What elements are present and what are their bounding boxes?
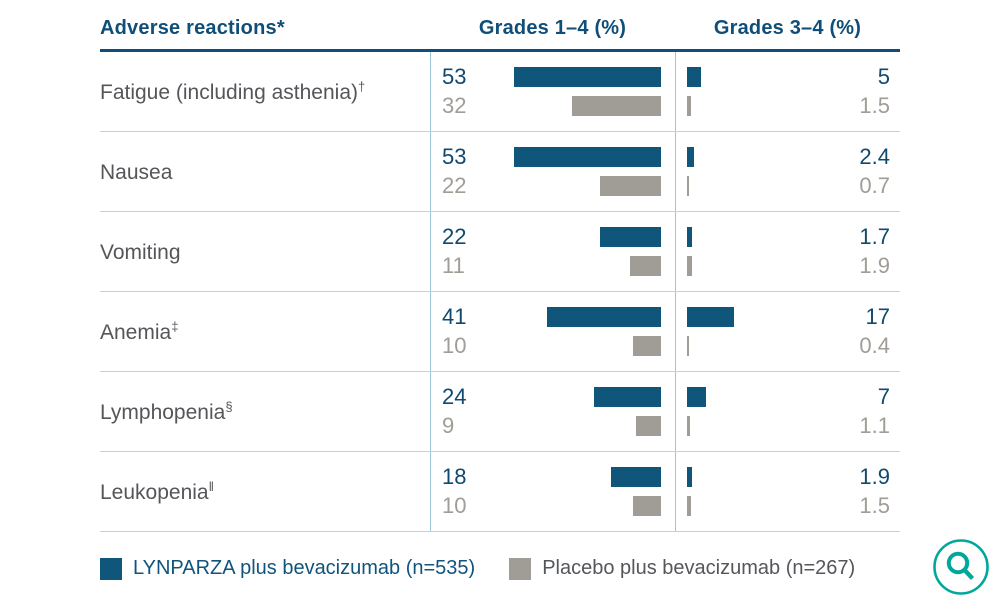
grades34-placebo-value: 0.4 <box>859 333 890 358</box>
reaction-label: Fatigue (including asthenia)† <box>100 78 366 104</box>
footnote-marker: ‖ <box>208 478 214 494</box>
grades34-lynparza-value: 7 <box>877 384 890 409</box>
footnote-marker: ‡ <box>171 318 179 334</box>
grades-3-4-cell: 1.9 1.5 <box>675 452 900 531</box>
grades-3-4-cell: 5 1.5 <box>675 52 900 131</box>
grades34-lynparza-value: 2.4 <box>859 144 890 169</box>
grades34-lynparza-bar <box>687 307 735 327</box>
table-row: Lymphopenia§ 24 9 7 1.1 <box>100 372 900 452</box>
grades34-placebo-bar <box>687 176 689 196</box>
grades34-lynparza-value: 1.7 <box>859 224 890 249</box>
grades14-placebo-value: 22 <box>442 173 467 198</box>
grades14-placebo-value: 10 <box>442 333 467 358</box>
grades34-lynparza-bar <box>687 147 694 167</box>
grades34-lynparza-value: 1.9 <box>859 464 890 489</box>
table-row: Leukopenia‖ 18 10 1.9 1.5 <box>100 452 900 532</box>
grades-3-4-cell: 1.7 1.9 <box>675 212 900 291</box>
grades14-placebo-bar <box>633 496 661 516</box>
grades-1-4-cell: 22 11 <box>430 212 675 291</box>
grades34-lynparza-bar <box>687 387 707 407</box>
grades14-lynparza-bar <box>547 307 661 327</box>
grades14-lynparza-value: 22 <box>442 224 467 249</box>
grades14-placebo-bar <box>635 416 661 436</box>
table-header-row: Adverse reactions* Grades 1–4 (%) Grades… <box>100 0 900 52</box>
grades14-lynparza-value: 53 <box>442 64 467 89</box>
grades34-placebo-bar <box>687 496 692 516</box>
grades14-placebo-bar <box>599 176 661 196</box>
grades14-placebo-value: 32 <box>442 93 467 118</box>
table-row: Anemia‡ 41 10 17 0.4 <box>100 292 900 372</box>
grades34-placebo-value: 1.5 <box>859 493 890 518</box>
reaction-label: Nausea <box>100 160 173 184</box>
grades14-placebo-bar <box>633 336 661 356</box>
grades-3-4-cell: 2.4 0.7 <box>675 132 900 211</box>
grades14-lynparza-bar <box>594 387 661 407</box>
grades34-placebo-value: 1.9 <box>859 253 890 278</box>
grades-1-4-cell: 41 10 <box>430 292 675 371</box>
grades34-lynparza-value: 17 <box>865 304 890 329</box>
lynparza-swatch-icon <box>100 557 122 580</box>
column-header-grades-1-4: Grades 1–4 (%) <box>478 17 627 39</box>
placebo-swatch-icon <box>509 557 532 580</box>
grades34-placebo-value: 1.1 <box>859 413 890 438</box>
grades14-placebo-bar <box>572 96 661 116</box>
footnote-marker: § <box>225 398 233 414</box>
grades14-placebo-value: 11 <box>442 253 465 278</box>
footnote-marker: † <box>358 78 366 94</box>
grades14-lynparza-bar <box>610 467 661 487</box>
grades14-lynparza-value: 24 <box>442 384 467 409</box>
grades14-placebo-value: 9 <box>442 413 455 438</box>
grades14-lynparza-value: 18 <box>442 464 467 489</box>
grades-1-4-cell: 53 22 <box>430 132 675 211</box>
adverse-reactions-table: Adverse reactions* Grades 1–4 (%) Grades… <box>100 0 900 532</box>
reaction-label: Leukopenia‖ <box>100 478 214 504</box>
grades-3-4-cell: 17 0.4 <box>675 292 900 371</box>
grades34-lynparza-bar <box>687 67 701 87</box>
grades34-placebo-bar <box>687 96 692 116</box>
magnifier-icon <box>932 539 990 599</box>
grades-1-4-cell: 53 32 <box>430 52 675 131</box>
zoom-button[interactable] <box>932 538 990 596</box>
legend-label-placebo: Placebo plus bevacizumab (n=267) <box>542 557 856 579</box>
grades14-lynparza-value: 53 <box>442 144 467 169</box>
grades34-lynparza-bar <box>687 467 693 487</box>
grades34-placebo-value: 0.7 <box>859 173 890 198</box>
grades14-lynparza-bar <box>513 147 661 167</box>
legend-label-lynparza: LYNPARZA plus bevacizumab (n=535) <box>133 557 476 579</box>
grades14-placebo-value: 10 <box>442 493 467 518</box>
grades34-placebo-bar <box>687 336 689 356</box>
grades34-placebo-bar <box>687 256 693 276</box>
table-row: Fatigue (including asthenia)† 53 32 5 <box>100 52 900 132</box>
grades-3-4-cell: 7 1.1 <box>675 372 900 451</box>
legend-item-placebo: Placebo plus bevacizumab (n=267) <box>509 557 855 580</box>
grades-1-4-cell: 24 9 <box>430 372 675 451</box>
legend-item-lynparza: LYNPARZA plus bevacizumab (n=535) <box>100 557 475 580</box>
reaction-label: Lymphopenia§ <box>100 398 233 424</box>
grades14-lynparza-value: 41 <box>442 304 467 329</box>
table-body: Fatigue (including asthenia)† 53 32 5 <box>100 52 900 532</box>
grades34-lynparza-value: 5 <box>877 64 890 89</box>
table-row: Nausea 53 22 2.4 0.7 <box>100 132 900 212</box>
grades14-lynparza-bar <box>599 227 661 247</box>
grades34-placebo-value: 1.5 <box>859 93 890 118</box>
column-header-adverse-reactions: Adverse reactions* <box>100 17 285 39</box>
table-row: Vomiting 22 11 1.7 1.9 <box>100 212 900 292</box>
grades14-placebo-bar <box>630 256 661 276</box>
grades-1-4-cell: 18 10 <box>430 452 675 531</box>
grades14-lynparza-bar <box>513 67 661 87</box>
grades34-lynparza-bar <box>687 227 692 247</box>
reaction-label: Anemia‡ <box>100 318 179 344</box>
grades34-placebo-bar <box>687 416 691 436</box>
reaction-label: Vomiting <box>100 240 181 264</box>
column-header-grades-3-4: Grades 3–4 (%) <box>713 17 862 39</box>
legend: LYNPARZA plus bevacizumab (n=535) Placeb… <box>100 557 855 580</box>
